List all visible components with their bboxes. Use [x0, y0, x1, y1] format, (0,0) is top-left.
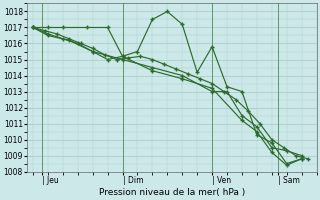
X-axis label: Pression niveau de la mer( hPa ): Pression niveau de la mer( hPa ) [99, 188, 245, 197]
